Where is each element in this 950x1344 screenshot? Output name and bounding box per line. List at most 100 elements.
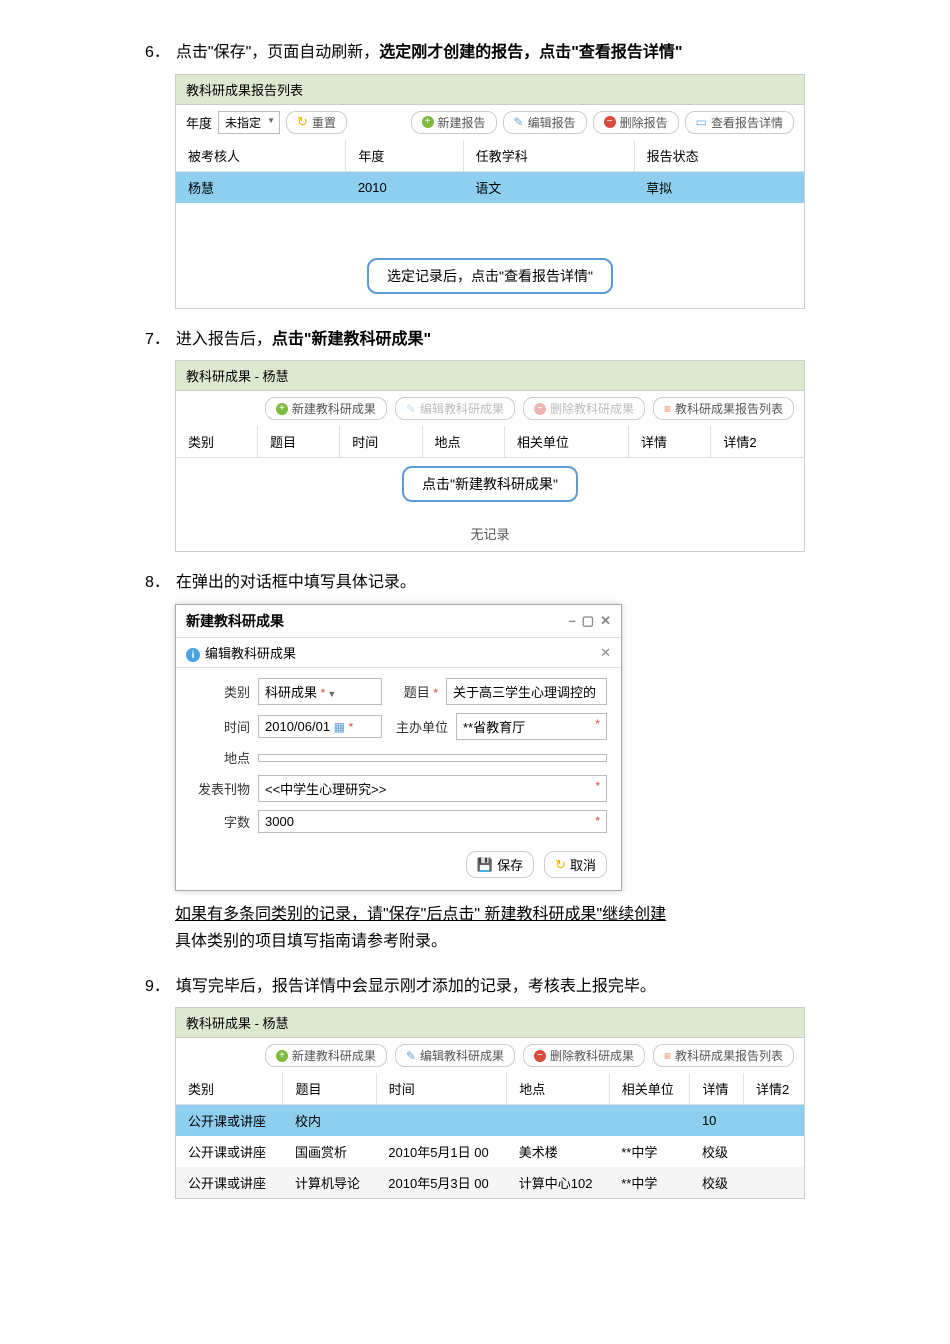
- table-row[interactable]: 公开课或讲座 国画赏析 2010年5月1日 00 美术楼 **中学 校级: [176, 1136, 804, 1167]
- toolbar-left: 年度 未指定 ↻重置: [186, 111, 347, 134]
- dialog-subtitle-bar: i编辑教科研成果 ✕: [176, 638, 621, 669]
- callout2: 点击"新建教科研成果": [402, 466, 578, 502]
- close-icon[interactable]: ✕: [600, 613, 611, 629]
- step-6-before: 点击"保存"，页面自动刷新，: [176, 44, 379, 61]
- panel3-toolbar: +新建教科研成果 ✎编辑教科研成果 −删除教科研成果 ≡教科研成果报告列表: [176, 1038, 804, 1073]
- view-report-button[interactable]: ▭查看报告详情: [685, 111, 794, 134]
- type-dropdown[interactable]: 科研成果 *▼: [258, 678, 382, 705]
- journal-input[interactable]: <<中学生心理研究>>*: [258, 775, 607, 802]
- delete-icon: −: [604, 116, 616, 128]
- col-detail: 详情: [690, 1073, 743, 1105]
- list-report-button[interactable]: ≡教科研成果报告列表: [653, 397, 794, 420]
- list-icon: ≡: [664, 402, 671, 416]
- edit-research-button[interactable]: ✎编辑教科研成果: [395, 397, 515, 420]
- note-underline: 如果有多条同类别的记录，请"保存"后点击" 新建教科研成果"继续创建: [175, 901, 805, 928]
- callout: 选定记录后，点击"查看报告详情": [367, 258, 613, 294]
- panel2-header: 教科研成果 - 杨慧: [176, 361, 804, 391]
- add-icon: +: [422, 116, 434, 128]
- panel-header: 教科研成果报告列表: [176, 75, 804, 105]
- list-report-button[interactable]: ≡教科研成果报告列表: [653, 1044, 794, 1067]
- col-detail: 详情: [629, 426, 711, 458]
- new-report-button[interactable]: +新建报告: [411, 111, 497, 134]
- delete-icon: −: [534, 1050, 546, 1062]
- dialog-subtitle-left: i编辑教科研成果: [186, 643, 296, 663]
- save-button[interactable]: 💾保存: [466, 851, 534, 878]
- dialog-form: 类别 科研成果 *▼ 题目 * 关于高三学生心理调控的 时间 2010/06/0…: [176, 668, 621, 843]
- step-9-text: 9．填写完毕后，报告详情中会显示刚才添加的记录，考核表上报完毕。: [145, 974, 805, 1000]
- dialog-controls: – ▢ ✕: [569, 613, 611, 629]
- label-place: 地点: [190, 748, 250, 767]
- col-time: 时间: [376, 1073, 506, 1105]
- table-row[interactable]: 公开课或讲座 校内 10: [176, 1105, 804, 1137]
- step-8-note: 如果有多条同类别的记录，请"保存"后点击" 新建教科研成果"继续创建 具体类别的…: [175, 901, 805, 955]
- step-8: 8．在弹出的对话框中填写具体记录。 新建教科研成果 – ▢ ✕ i编辑教科研成果…: [145, 570, 805, 955]
- words-input[interactable]: 3000*: [258, 810, 607, 833]
- label-journal: 发表刊物: [190, 779, 250, 798]
- step-7-bold: 点击"新建教科研成果": [272, 331, 431, 348]
- delete-research-button[interactable]: −删除教科研成果: [523, 1044, 645, 1067]
- col-place: 地点: [422, 426, 504, 458]
- info-icon: i: [186, 648, 200, 662]
- step-7-text: 7． 进入报告后，点击"新建教科研成果": [145, 327, 805, 353]
- topic-input[interactable]: 关于高三学生心理调控的: [446, 678, 607, 705]
- host-input[interactable]: **省教育厅*: [456, 713, 607, 740]
- table-row[interactable]: 公开课或讲座 计算机导论 2010年5月3日 00 计算中心102 **中学 校…: [176, 1167, 804, 1198]
- delete-report-button[interactable]: −删除报告: [593, 111, 679, 134]
- place-input[interactable]: [258, 754, 607, 762]
- callout-wrap2: 点击"新建教科研成果": [176, 458, 804, 516]
- reset-button[interactable]: ↻重置: [286, 111, 347, 134]
- edit-report-button[interactable]: ✎编辑报告: [503, 111, 587, 134]
- cancel-icon: ↻: [555, 857, 566, 873]
- col-place: 地点: [507, 1073, 609, 1105]
- note-plain: 具体类别的项目填写指南请参考附录。: [175, 928, 805, 955]
- reset-icon: ↻: [297, 114, 308, 130]
- new-research-button[interactable]: +新建教科研成果: [265, 397, 387, 420]
- step-8-num: 8．: [145, 574, 170, 591]
- col-time: 时间: [340, 426, 422, 458]
- no-records: 无记录: [176, 516, 804, 551]
- view-icon: ▭: [696, 115, 707, 129]
- step-7: 7．进入报告后，点击"新建教科研成果" 教科研成果 - 杨慧 +新建教科研成果 …: [145, 327, 805, 553]
- close-sub-icon[interactable]: ✕: [600, 645, 611, 661]
- delete-icon: −: [534, 403, 546, 415]
- col-year: 年度: [346, 140, 463, 172]
- col-status: 报告状态: [634, 140, 804, 172]
- label-words: 字数: [190, 812, 250, 831]
- col-reviewee: 被考核人: [176, 140, 346, 172]
- new-research-button[interactable]: +新建教科研成果: [265, 1044, 387, 1067]
- year-dropdown[interactable]: 未指定: [218, 111, 280, 134]
- col-type: 类别: [176, 426, 257, 458]
- dialog-buttons: 💾保存 ↻取消: [176, 843, 621, 890]
- panel2-toolbar: +新建教科研成果 ✎编辑教科研成果 −删除教科研成果 ≡教科研成果报告列表: [176, 391, 804, 426]
- add-icon: +: [276, 1050, 288, 1062]
- step-6-bold: 选定刚才创建的报告，点击"查看报告详情": [379, 44, 682, 61]
- delete-research-button[interactable]: −删除教科研成果: [523, 397, 645, 420]
- table-row[interactable]: 杨慧 2010 语文 草拟: [176, 171, 804, 203]
- panel3: 教科研成果 - 杨慧 +新建教科研成果 ✎编辑教科研成果 −删除教科研成果 ≡教…: [175, 1007, 805, 1199]
- edit-icon: ✎: [406, 402, 416, 416]
- step-9-num: 9．: [145, 978, 170, 995]
- col-detail2: 详情2: [743, 1073, 804, 1105]
- edit-icon: ✎: [514, 115, 524, 129]
- step-7-before: 进入报告后，: [176, 331, 272, 348]
- col-org: 相关单位: [504, 426, 628, 458]
- callout-wrap: 选定记录后，点击"查看报告详情": [176, 250, 804, 308]
- label-host: 主办单位: [390, 717, 448, 736]
- panel2-table: 类别 题目 时间 地点 相关单位 详情 详情2: [176, 426, 804, 458]
- label-type: 类别: [190, 682, 250, 701]
- step-8-text: 8．在弹出的对话框中填写具体记录。: [145, 570, 805, 596]
- col-type: 类别: [176, 1073, 283, 1105]
- time-input[interactable]: 2010/06/01 ▦ *: [258, 715, 382, 738]
- maximize-icon[interactable]: ▢: [582, 613, 594, 629]
- panel1-table: 被考核人 年度 任教学科 报告状态 杨慧 2010 语文 草拟: [176, 140, 804, 250]
- dialog-title-bar: 新建教科研成果 – ▢ ✕: [176, 605, 621, 638]
- col-detail2: 详情2: [711, 426, 804, 458]
- minimize-icon[interactable]: –: [569, 613, 576, 629]
- dialog-title: 新建教科研成果: [186, 611, 284, 631]
- cancel-button[interactable]: ↻取消: [544, 851, 607, 878]
- add-icon: +: [276, 403, 288, 415]
- label-topic: 题目 *: [390, 682, 438, 701]
- year-label: 年度: [186, 113, 212, 132]
- edit-research-button[interactable]: ✎编辑教科研成果: [395, 1044, 515, 1067]
- step-7-num: 7．: [145, 331, 170, 348]
